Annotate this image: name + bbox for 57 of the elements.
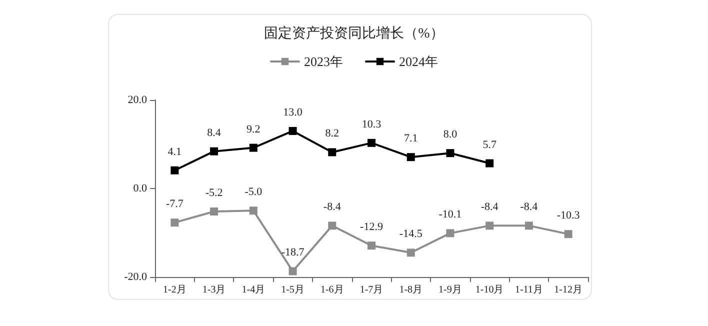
data-label: 8.2 bbox=[325, 128, 340, 140]
point bbox=[406, 248, 415, 257]
point bbox=[368, 138, 376, 147]
point bbox=[564, 230, 572, 238]
point bbox=[170, 218, 179, 227]
point bbox=[210, 147, 218, 156]
point bbox=[486, 159, 494, 168]
data-label: 5.7 bbox=[482, 138, 497, 151]
data-label: 9.2 bbox=[246, 123, 260, 136]
data-label: -5.2 bbox=[205, 187, 223, 200]
y-tick-label: 20.0 bbox=[128, 94, 148, 106]
x-tick-label: 1-9月 bbox=[438, 284, 462, 296]
point bbox=[406, 153, 415, 162]
x-tick-label: 1-10月 bbox=[475, 284, 504, 296]
data-label: -10.3 bbox=[556, 210, 580, 222]
data-label: 4.1 bbox=[168, 146, 182, 158]
x-tick-label: 1-4月 bbox=[242, 284, 266, 296]
legend-label: 2023年 bbox=[304, 54, 343, 69]
x-tick-label: 1-6月 bbox=[320, 284, 344, 296]
point bbox=[170, 166, 179, 174]
data-label: -5.0 bbox=[244, 186, 263, 198]
point bbox=[486, 222, 494, 230]
point bbox=[368, 242, 376, 250]
point bbox=[210, 208, 218, 216]
data-label: 8.4 bbox=[207, 126, 222, 139]
point bbox=[328, 222, 336, 230]
point bbox=[249, 206, 258, 215]
x-tick-label: 1-11月 bbox=[514, 284, 543, 296]
point bbox=[446, 149, 454, 158]
point bbox=[446, 229, 454, 238]
y-tick-label: -20.0 bbox=[124, 271, 148, 283]
point bbox=[328, 148, 336, 156]
data-label: -12.9 bbox=[360, 221, 384, 234]
data-label: -8.4 bbox=[323, 201, 342, 214]
data-label: -10.1 bbox=[438, 208, 462, 221]
data-label: 10.3 bbox=[362, 118, 382, 130]
point bbox=[249, 144, 258, 152]
data-label: 8.0 bbox=[443, 128, 458, 141]
data-label: -18.7 bbox=[281, 246, 305, 259]
x-tick-label: 1-5月 bbox=[281, 284, 304, 296]
chart-title: 固定资产投资同比增长（%） bbox=[264, 26, 444, 42]
point bbox=[288, 267, 297, 276]
data-label: -14.5 bbox=[399, 228, 423, 240]
data-label: -7.7 bbox=[166, 198, 184, 210]
point bbox=[524, 222, 533, 230]
x-tick-label: 1-8月 bbox=[399, 284, 423, 296]
data-label: -8.4 bbox=[520, 201, 538, 214]
data-label: -8.4 bbox=[480, 201, 499, 214]
x-tick-label: 1-2月 bbox=[163, 284, 186, 296]
x-tick-label: 1-3月 bbox=[202, 284, 226, 296]
data-label: 7.1 bbox=[404, 132, 418, 145]
point bbox=[288, 126, 297, 135]
x-tick-label: 1-7月 bbox=[360, 284, 384, 296]
x-tick-label: 1-12月 bbox=[554, 284, 582, 296]
legend-label: 2024年 bbox=[399, 54, 438, 69]
y-tick-label: 0.0 bbox=[133, 182, 148, 194]
data-label: 13.0 bbox=[283, 106, 303, 118]
